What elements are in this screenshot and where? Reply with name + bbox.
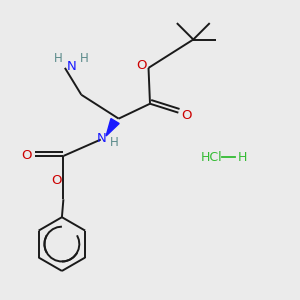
Text: O: O [52, 174, 62, 187]
Text: N: N [97, 133, 107, 146]
Text: O: O [21, 149, 32, 162]
Text: HCl: HCl [201, 151, 222, 164]
Text: H: H [238, 151, 248, 164]
Text: O: O [137, 59, 147, 72]
Text: O: O [182, 109, 192, 122]
Text: H: H [54, 52, 63, 64]
Text: H: H [80, 52, 89, 64]
Text: N: N [67, 61, 76, 74]
Text: H: H [110, 136, 119, 149]
Polygon shape [106, 118, 119, 136]
